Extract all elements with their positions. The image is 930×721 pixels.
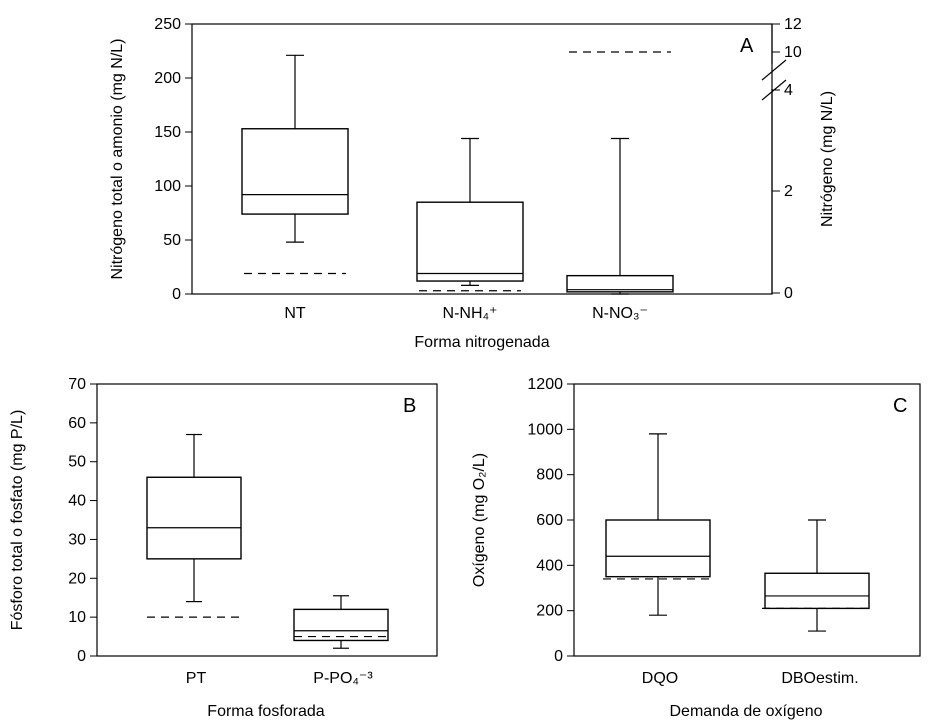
y2-axis-title: Nitrógeno (mg N/L) [819,91,836,227]
y-tick-label: 20 [68,570,86,587]
box-1 [603,433,713,616]
axis-break-mark [761,59,787,81]
y-tick-label: 400 [536,557,563,574]
panel-b: B 0 10 20 30 40 50 60 70 Fósforo total o fosfat… [9,376,438,720]
y-axis-title: Nitrógeno total o amonio (mg N/L) [109,39,126,280]
y-tick-label: 60 [68,415,86,432]
boxes [241,51,674,295]
x-categories: PT P-PO₄⁻³ [186,670,374,687]
category-label: NT [284,305,306,322]
panel-label: C [893,395,907,417]
y2-tick-label: 2 [784,183,793,200]
y-ticks: 0 200 400 600 800 1000 1200 [527,376,574,665]
x-categories: NT N-NH₄⁺ N-NO₃⁻ [284,305,648,322]
y2-tick-label: 12 [784,16,802,33]
box-iqr [764,572,870,610]
y2-tick-label: 10 [784,44,802,61]
category-label: PT [186,670,207,687]
y-tick-label: 150 [154,124,181,141]
boxes [146,433,389,649]
x-axis-title: Forma nitrogenada [414,334,549,351]
y-tick-label: 30 [68,531,86,548]
box-2 [416,137,524,292]
y-tick-label: 100 [154,178,181,195]
boxes [603,433,872,632]
y-tick-label: 0 [554,648,563,665]
category-label: N-NO₃⁻ [592,305,648,322]
y-tick-label: 70 [68,376,86,393]
category-label: N-NH₄⁺ [443,305,498,322]
box-iqr [293,608,389,642]
category-label: P-PO₄⁻³ [313,670,373,687]
y-axis-right: 12 10 4 2 0 Nitrógeno (mg N/L) [761,16,836,302]
box-iqr [416,201,524,282]
y-axis-title: Oxígeno (mg O₂/L) [471,453,488,587]
y-tick-label: 0 [172,286,181,303]
box-1 [241,54,349,275]
y-tick-label: 600 [536,512,563,529]
y2-tick-label: 4 [784,82,793,99]
box-2 [762,519,872,632]
y-tick-label: 1000 [527,421,563,438]
box-iqr [605,519,711,578]
y-tick-label: 50 [163,232,181,249]
x-categories: DQO DBOestim. [642,670,859,687]
x-axis-title: Forma fosforada [207,703,324,720]
x-axis-title: Demanda de oxígeno [670,703,823,720]
y-ticks: 0 10 20 30 40 50 60 70 [68,376,97,665]
plot-frame [96,383,438,657]
box-iqr [146,476,242,560]
box-3 [566,51,674,295]
box-1 [146,433,242,618]
box-iqr [566,274,674,293]
y-tick-label: 40 [68,493,86,510]
y-tick-label: 250 [154,16,181,33]
panel-label: A [740,35,754,57]
y-tick-label: 50 [68,454,86,471]
box-2 [293,595,389,649]
box-iqr [241,128,349,215]
y-tick-label: 200 [154,70,181,87]
panel-c: C 0 200 400 600 800 1000 1200 Oxígeno (mg O₂/L… [471,376,921,720]
category-label: DBOestim. [781,670,858,687]
y-tick-label: 800 [536,467,563,484]
category-label: DQO [642,670,678,687]
y-tick-label: 1200 [527,376,563,393]
y2-tick-label: 0 [784,285,793,302]
panel-label: B [403,395,416,417]
y-tick-label: 200 [536,603,563,620]
y-axis-title: Fósforo total o fosfato (mg P/L) [9,410,26,631]
y-tick-label: 10 [68,609,86,626]
y-tick-label: 0 [77,648,86,665]
y-ticks: 0 50 100 150 200 250 [154,16,192,303]
